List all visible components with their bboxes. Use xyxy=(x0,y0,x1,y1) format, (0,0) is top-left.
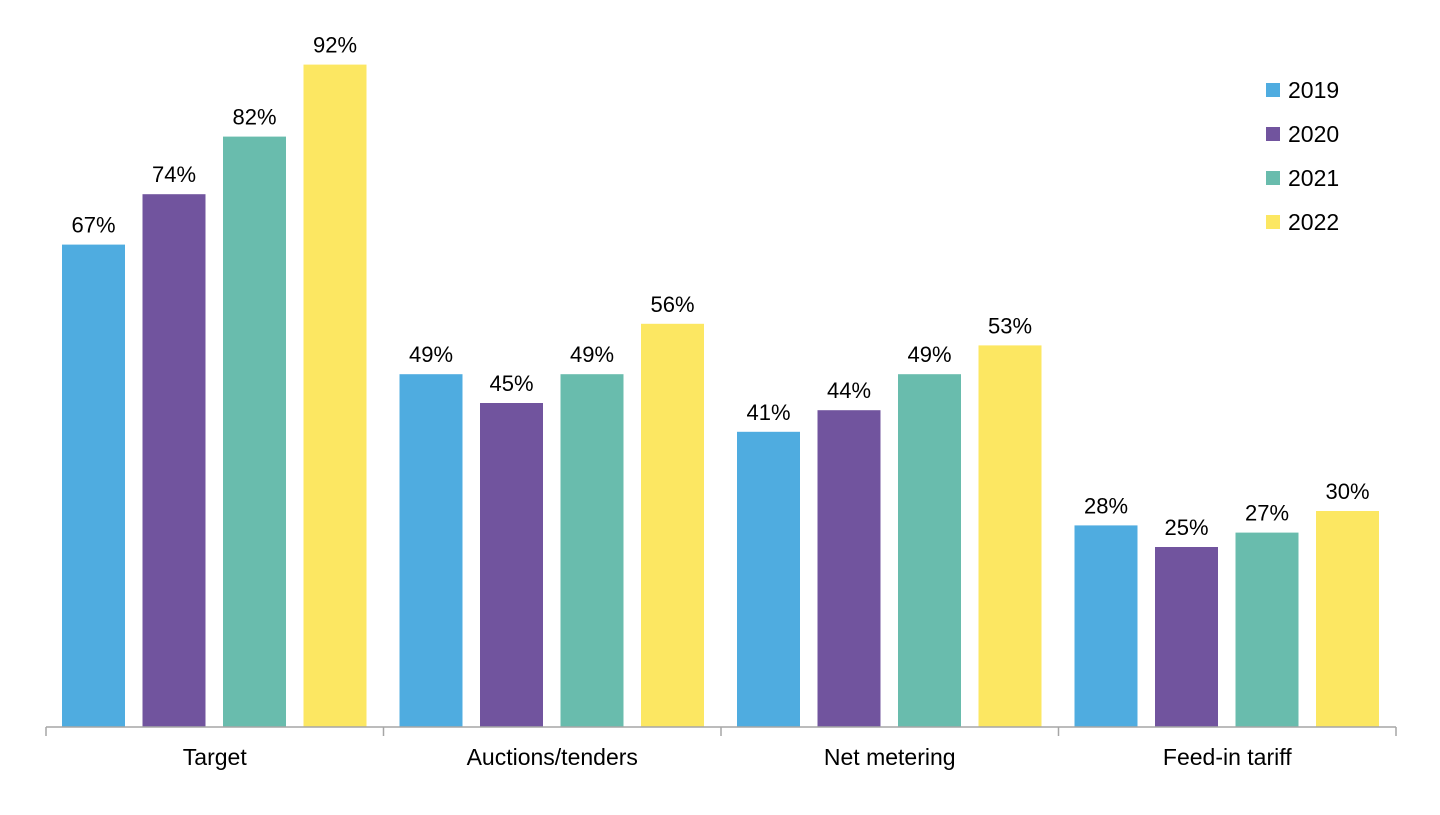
bar-2021-target xyxy=(223,136,286,728)
category-label: Auctions/tenders xyxy=(467,744,638,770)
bar-2020-target xyxy=(142,194,206,727)
data-label: 82% xyxy=(232,105,276,130)
bar-2020-auctions-tenders xyxy=(480,403,543,727)
bar-2021-net-metering xyxy=(898,374,961,727)
data-label: 44% xyxy=(827,378,871,403)
bar-2022-target xyxy=(303,64,367,728)
bar-2020-feed-in-tariff xyxy=(1155,547,1218,727)
bar-2019-feed-in-tariff xyxy=(1074,525,1138,727)
data-label: 45% xyxy=(489,371,533,396)
legend-label-2020: 2020 xyxy=(1288,121,1339,147)
data-label: 27% xyxy=(1245,501,1289,526)
legend-swatch-2022 xyxy=(1266,215,1280,229)
bar-2022-net-metering xyxy=(978,345,1042,727)
x-axis: Target Auctions/tenders Net metering Feed-i… xyxy=(45,726,1397,770)
data-label: 41% xyxy=(746,400,790,425)
bar-2021-auctions-tenders xyxy=(560,374,624,727)
bar-2019-net-metering xyxy=(737,431,800,727)
legend-swatch-2021 xyxy=(1266,171,1280,185)
legend-swatch-2019 xyxy=(1266,83,1280,97)
legend: 2019 2020 2021 2022 xyxy=(1266,77,1339,235)
data-label: 92% xyxy=(313,33,357,58)
data-label: 49% xyxy=(570,342,614,367)
data-label: 28% xyxy=(1084,493,1128,518)
data-label: 49% xyxy=(409,342,453,367)
bar-2019-auctions-tenders xyxy=(399,374,463,727)
category-label: Target xyxy=(183,744,248,770)
bar-2020-net-metering xyxy=(817,410,881,727)
bars-layer xyxy=(62,64,1379,728)
legend-label-2022: 2022 xyxy=(1288,209,1339,235)
category-label: Feed-in tariff xyxy=(1163,744,1292,770)
legend-label-2019: 2019 xyxy=(1288,77,1339,103)
data-label: 49% xyxy=(907,342,951,367)
bar-2021-feed-in-tariff xyxy=(1235,532,1299,727)
category-label: Net metering xyxy=(824,744,956,770)
bar-2019-target xyxy=(62,244,125,727)
data-label: 30% xyxy=(1325,479,1369,504)
data-labels-layer: 67% 74% 82% 92% 49% 45% 49% 56% 41% 44% 49% 53% 28% 2… xyxy=(71,33,1369,540)
data-label: 53% xyxy=(988,313,1032,338)
bar-2022-auctions-tenders xyxy=(641,323,704,727)
data-label: 25% xyxy=(1164,515,1208,540)
data-label: 56% xyxy=(650,292,694,317)
data-label: 74% xyxy=(152,162,196,187)
legend-swatch-2020 xyxy=(1266,127,1280,141)
data-label: 67% xyxy=(71,213,115,238)
legend-label-2021: 2021 xyxy=(1288,165,1339,191)
bar-2022-feed-in-tariff xyxy=(1316,511,1379,727)
